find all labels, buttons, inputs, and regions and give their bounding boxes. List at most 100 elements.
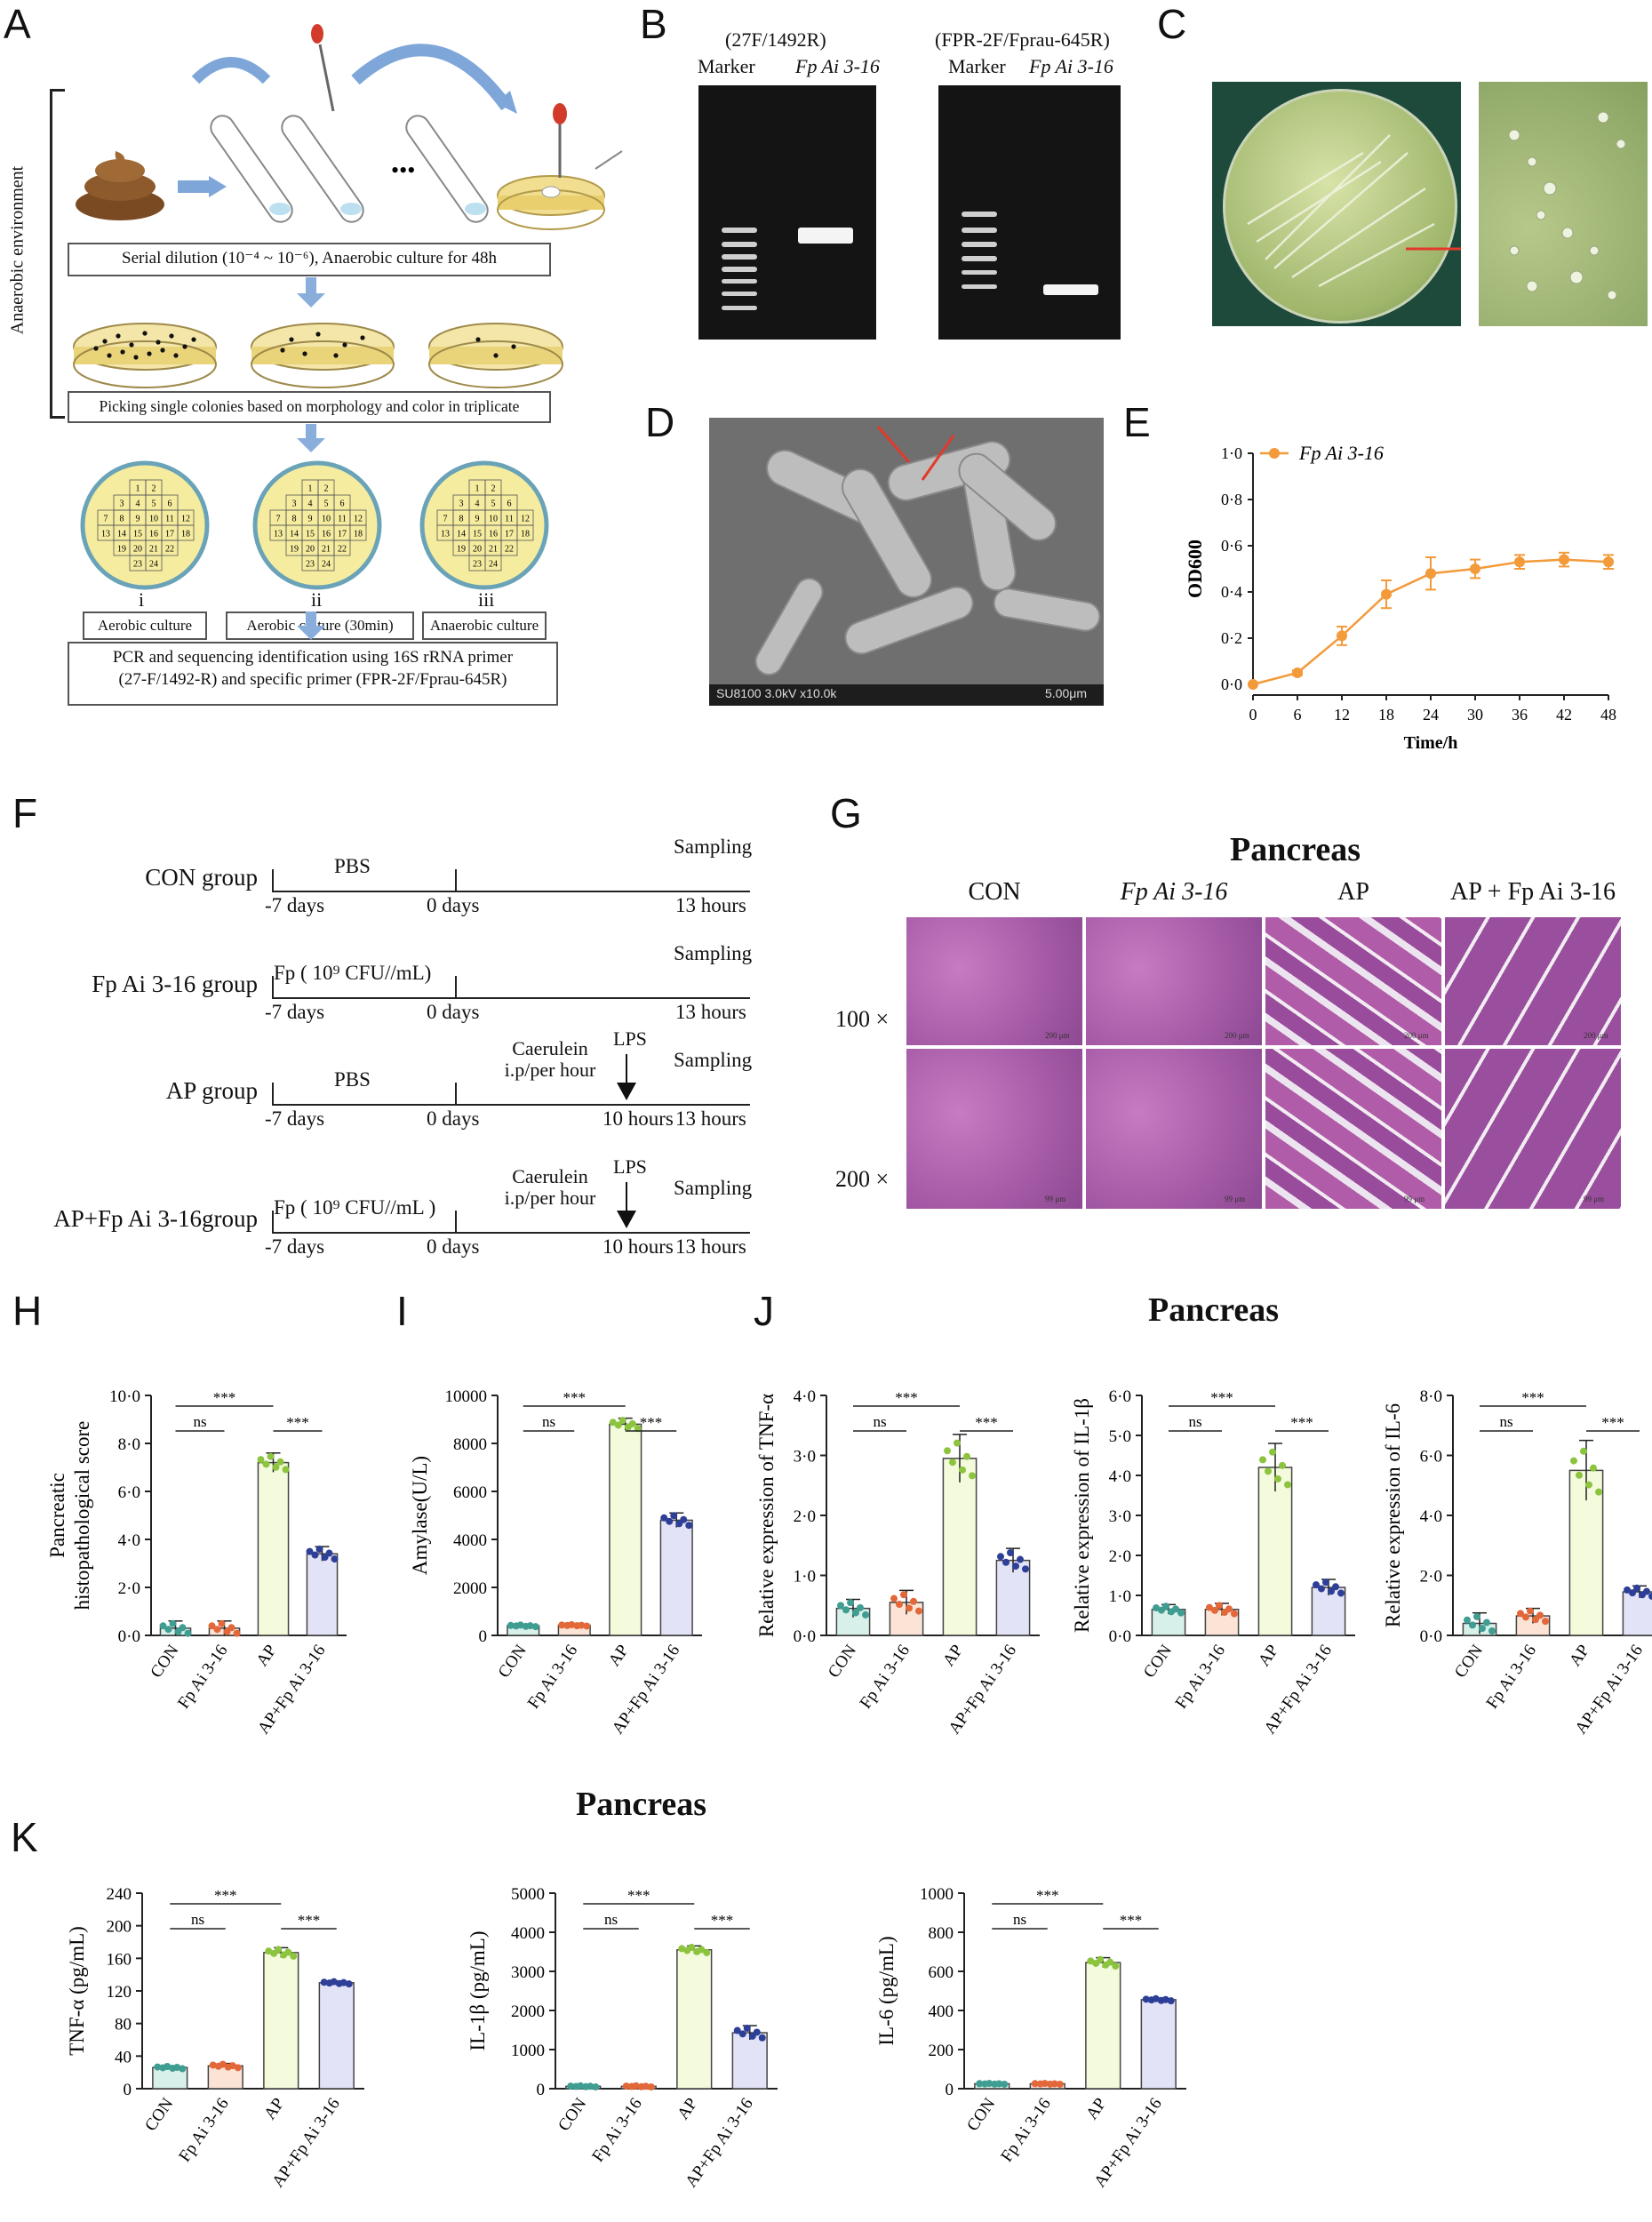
x-tick-label: AP xyxy=(939,1642,967,1670)
time-label-end: 13 hours xyxy=(675,1235,746,1258)
step2-box: Picking single colonies based on morphol… xyxy=(68,391,551,423)
y-tick-label: 200 xyxy=(107,1918,132,1937)
y-tick-label: 8000 xyxy=(453,1435,487,1454)
plate-roman-1: i xyxy=(139,588,145,611)
sample-point xyxy=(666,1517,674,1525)
y-axis-label: IL-1β (pg/mL) xyxy=(467,1931,489,2051)
x-tick-label: 42 xyxy=(1556,706,1572,723)
sample-point xyxy=(609,1419,617,1427)
sample-point xyxy=(1279,1461,1286,1469)
sample-point xyxy=(976,2080,984,2088)
pretreatment-label: PBS xyxy=(334,855,371,877)
grid-number: 23 xyxy=(306,560,315,570)
plate-medium-icon xyxy=(251,323,395,388)
data-point xyxy=(1337,630,1347,642)
lps-label: LPS xyxy=(613,1027,647,1050)
scale-bar-label: 99 μm xyxy=(1225,1195,1246,1203)
grid-number: 7 xyxy=(443,515,448,524)
sample-point xyxy=(1017,1555,1024,1563)
sample-point xyxy=(164,2062,172,2070)
y-axis-label: histopathological score xyxy=(71,1421,93,1611)
histology-image-r2-c3 xyxy=(1265,1049,1441,1209)
sample-point xyxy=(619,1417,626,1425)
lps-arrow-shaft xyxy=(626,1054,627,1084)
bar-AP+Fp Ai 3-16 xyxy=(318,1982,355,2090)
data-point xyxy=(1381,588,1392,600)
sample-point xyxy=(290,1952,298,1960)
y-tick-label: 3·0 xyxy=(794,1448,816,1467)
sample-point xyxy=(1172,1605,1179,1613)
sample-point xyxy=(578,1621,586,1629)
sample-point xyxy=(306,1547,314,1555)
sig-label: ns xyxy=(1013,1911,1026,1928)
panel-label-g: G xyxy=(830,790,862,836)
sample-point xyxy=(906,1604,913,1612)
sample-point xyxy=(1012,1563,1019,1571)
sample-point xyxy=(1211,1606,1218,1614)
timeline-axis-3 xyxy=(272,1104,750,1106)
grid-number: 14 xyxy=(457,530,466,540)
x-tick-label: Fp Ai 3-16 xyxy=(1483,1642,1540,1713)
sample-point xyxy=(949,1459,956,1467)
grid-number: 23 xyxy=(473,560,482,570)
sample-point xyxy=(1007,1548,1014,1556)
grid-number: 4 xyxy=(136,500,140,509)
y-tick-label: 10·0 xyxy=(109,1387,140,1406)
data-point xyxy=(1559,554,1569,565)
time-label-start: -7 days xyxy=(265,1235,325,1258)
grid-number: 16 xyxy=(149,530,158,540)
gel-image-2 xyxy=(938,85,1121,340)
sample-point xyxy=(680,1515,688,1523)
sig-label: *** xyxy=(640,1414,663,1431)
sample-point xyxy=(733,2026,741,2034)
y-axis-label: TNF-α (pg/mL) xyxy=(66,1926,88,2056)
grid-number: 24 xyxy=(489,560,498,570)
y-tick-label: 160 xyxy=(107,1950,132,1969)
grid-number: 18 xyxy=(181,530,190,540)
plate-roman-3: iii xyxy=(478,588,495,611)
panel-label-d: D xyxy=(645,399,675,445)
sample-point xyxy=(688,1943,696,1951)
sample-point xyxy=(997,1553,1004,1561)
grid-number: 11 xyxy=(505,515,514,524)
y-tick-label: 0·2 xyxy=(1221,629,1242,647)
lps-label: LPS xyxy=(613,1155,647,1178)
stool-icon xyxy=(76,151,164,220)
y-tick-label: 80 xyxy=(115,2016,132,2034)
grid-number: 16 xyxy=(489,530,498,540)
scale-bar-label: 99 μm xyxy=(1584,1195,1605,1203)
grid-number: 3 xyxy=(459,500,464,509)
y-tick-label: 240 xyxy=(107,1885,132,1904)
panel-label-c: C xyxy=(1157,1,1187,47)
sample-point xyxy=(842,1606,850,1614)
grid-number: 19 xyxy=(457,545,466,555)
y-tick-label: 5·0 xyxy=(1109,1427,1131,1446)
sample-point xyxy=(568,1620,576,1628)
x-tick-label: 24 xyxy=(1423,706,1439,723)
sample-point xyxy=(1313,1581,1320,1589)
time-label-day0: 0 days xyxy=(427,1107,480,1130)
grid-number: 14 xyxy=(117,530,126,540)
y-tick-label: 6·0 xyxy=(118,1483,140,1502)
sample-point xyxy=(1517,1610,1524,1618)
time-label-start: -7 days xyxy=(265,1107,325,1130)
sample-point xyxy=(1536,1611,1544,1619)
y-axis-label: Amylase(U/L) xyxy=(409,1456,431,1575)
bar-AP xyxy=(1085,1962,1121,2090)
panel-c-photo xyxy=(1212,82,1648,326)
y-tick-label: 1·0 xyxy=(1221,444,1242,462)
sig-label: *** xyxy=(298,1912,321,1929)
scale-bar-label: 200 μm xyxy=(1584,1031,1608,1040)
sample-point xyxy=(1050,2080,1058,2088)
grid-cell xyxy=(349,524,367,541)
y-tick-label: 4·0 xyxy=(1109,1467,1131,1486)
sample-point xyxy=(218,1619,226,1627)
sample-point xyxy=(632,2082,640,2090)
grid-number: 21 xyxy=(489,545,498,555)
sample-point xyxy=(1322,1579,1329,1587)
sample-point xyxy=(1087,1957,1095,1965)
timeline-tick-start xyxy=(272,869,274,891)
